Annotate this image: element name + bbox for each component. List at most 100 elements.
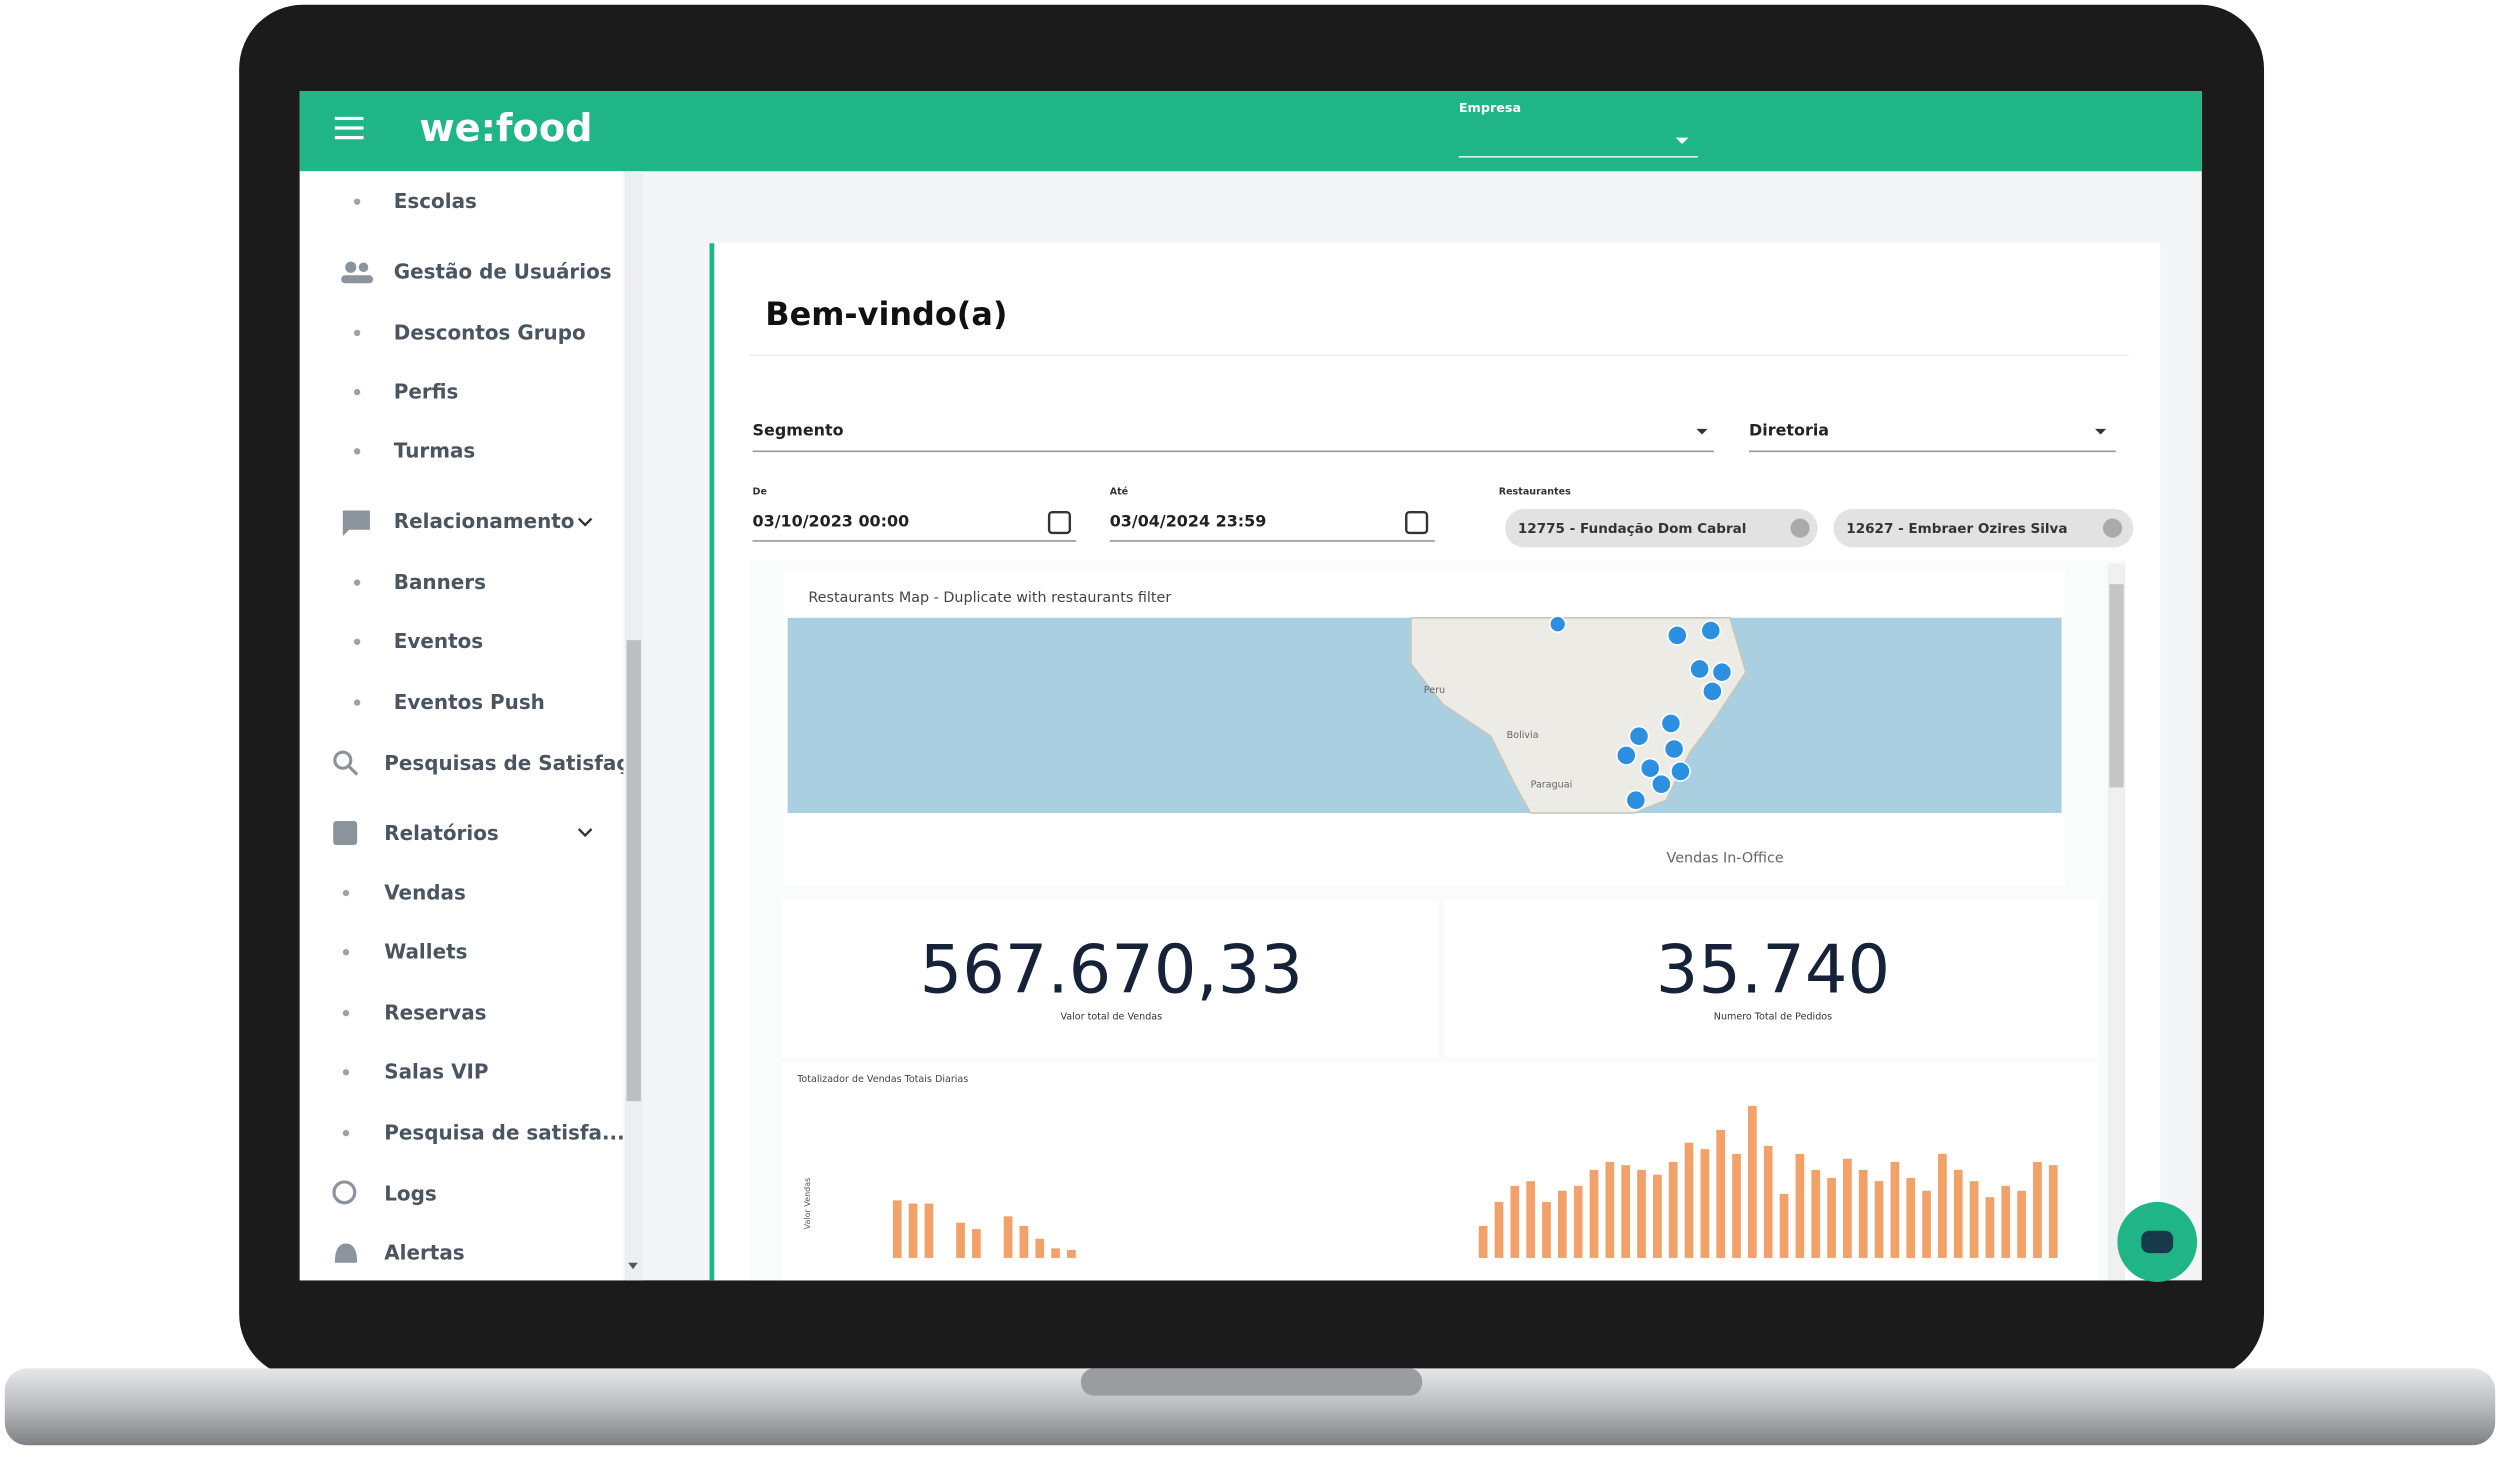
map-title: Restaurants Map - Duplicate with restaur… bbox=[808, 590, 1171, 606]
bar bbox=[956, 1222, 965, 1258]
menu-item[interactable]: Pesquisa de satisfa... bbox=[384, 1120, 624, 1144]
kpi-card bbox=[1444, 899, 2099, 1057]
menu-item[interactable]: Descontos Grupo bbox=[394, 320, 586, 344]
bar bbox=[1573, 1185, 1583, 1258]
logo: we:food bbox=[419, 106, 592, 151]
menu-item[interactable]: Turmas bbox=[394, 439, 475, 463]
menu-item[interactable]: Reservas bbox=[384, 1000, 486, 1024]
bars bbox=[892, 1105, 2058, 1258]
bar bbox=[924, 1203, 934, 1258]
menu-item[interactable]: Banners bbox=[394, 570, 486, 594]
top-bar bbox=[299, 91, 2202, 172]
bar bbox=[1557, 1190, 1567, 1258]
bar bbox=[1003, 1216, 1013, 1258]
menu-item[interactable]: Eventos Push bbox=[394, 690, 545, 714]
bar bbox=[2048, 1165, 2058, 1258]
bar bbox=[1067, 1249, 1076, 1258]
chart-title: Totalizador de Vendas Totais Diarias bbox=[796, 1074, 968, 1085]
bar bbox=[1621, 1165, 1631, 1258]
chip-text: 12775 - Fundação Dom Cabral bbox=[1518, 521, 1747, 537]
kpi-value: 567.670,33 bbox=[920, 930, 1303, 1008]
calendar-icon[interactable] bbox=[1405, 510, 1429, 535]
menu-button[interactable] bbox=[334, 116, 364, 140]
bar bbox=[1969, 1181, 1979, 1258]
menu-item[interactable]: Perfis bbox=[394, 379, 459, 403]
bar bbox=[2017, 1190, 2026, 1258]
bar bbox=[1494, 1201, 1504, 1258]
map-pins[interactable] bbox=[1548, 615, 1733, 811]
bar bbox=[2033, 1161, 2042, 1258]
bar bbox=[1051, 1248, 1060, 1258]
bar bbox=[1605, 1161, 1615, 1258]
menu-item[interactable]: Gestão de Usuários bbox=[394, 259, 612, 283]
chip[interactable] bbox=[1505, 508, 1818, 548]
bar bbox=[1858, 1169, 1868, 1258]
bar bbox=[1478, 1225, 1488, 1258]
kpi-label: Numero Total de Pedidos bbox=[1714, 1011, 1832, 1022]
bar bbox=[1811, 1169, 1821, 1258]
calendar-icon[interactable] bbox=[1047, 510, 1072, 535]
sidebar-scroll-thumb[interactable] bbox=[626, 640, 641, 1102]
bar bbox=[1668, 1161, 1678, 1258]
menu-item[interactable]: Salas VIP bbox=[384, 1060, 488, 1084]
segment-select[interactable]: Segmento bbox=[753, 420, 844, 439]
bar bbox=[1827, 1177, 1836, 1258]
bar bbox=[1985, 1197, 1995, 1258]
laptop-base bbox=[4, 1368, 2496, 1446]
bar bbox=[2001, 1185, 2011, 1258]
board-select[interactable]: Diretoria bbox=[1749, 420, 1829, 439]
menu-item[interactable]: Pesquisas de Satisfação bbox=[384, 751, 655, 775]
menu-item[interactable]: Logs bbox=[384, 1181, 436, 1205]
bar bbox=[972, 1229, 981, 1258]
page-title: Bem-vindo(a) bbox=[765, 295, 1007, 333]
menu-item[interactable]: Escolas bbox=[394, 189, 477, 213]
bar bbox=[1953, 1169, 1963, 1258]
card-accent bbox=[709, 243, 715, 1281]
map-label: Paraguai bbox=[1531, 779, 1573, 790]
bar bbox=[1779, 1193, 1789, 1258]
y-axis-label: Valor Vendas bbox=[803, 1178, 812, 1230]
bar bbox=[1510, 1185, 1520, 1258]
bar bbox=[1748, 1105, 1757, 1258]
bar bbox=[908, 1203, 918, 1258]
bar bbox=[1652, 1174, 1662, 1258]
sidebar bbox=[299, 171, 624, 1281]
chat-icon bbox=[2141, 1230, 2174, 1254]
bar bbox=[1035, 1238, 1045, 1258]
caret bbox=[1675, 137, 1689, 145]
map-label: Bolivia bbox=[1507, 730, 1539, 741]
bar bbox=[892, 1200, 902, 1258]
bar bbox=[1890, 1161, 1900, 1258]
menu-item[interactable]: Alertas bbox=[384, 1241, 464, 1265]
menu-item[interactable]: Vendas bbox=[384, 880, 466, 904]
bar bbox=[1637, 1169, 1646, 1258]
chip[interactable] bbox=[1833, 508, 2134, 548]
kpi-card bbox=[781, 899, 1439, 1057]
to-date[interactable]: 03/04/2024 23:59 bbox=[1110, 512, 1267, 531]
bar bbox=[1938, 1153, 1947, 1258]
menu-item[interactable]: Relacionamento bbox=[394, 509, 575, 533]
from-date[interactable]: 03/10/2023 00:00 bbox=[753, 512, 910, 531]
bar bbox=[1716, 1129, 1726, 1258]
restaurants-label: Restaurantes bbox=[1499, 487, 1571, 498]
bar bbox=[1763, 1145, 1773, 1258]
bar bbox=[1843, 1158, 1852, 1258]
bar bbox=[1795, 1153, 1805, 1258]
panel-scroll-thumb[interactable] bbox=[2109, 584, 2124, 788]
chip-remove[interactable] bbox=[1790, 518, 1810, 538]
to-label: Até bbox=[1110, 487, 1129, 498]
menu-item[interactable]: Relatórios bbox=[384, 821, 499, 845]
menu-item[interactable]: Wallets bbox=[384, 940, 467, 964]
bar bbox=[1589, 1169, 1599, 1258]
bar bbox=[1922, 1190, 1931, 1258]
chip-text: 12627 - Embraer Ozires Silva bbox=[1846, 521, 2067, 537]
scroll-arrow bbox=[628, 1262, 638, 1270]
chip-remove[interactable] bbox=[2102, 518, 2123, 538]
bar bbox=[1700, 1149, 1710, 1258]
kpi-label: Valor total de Vendas bbox=[1060, 1011, 1162, 1022]
map-footer: Vendas In-Office bbox=[1667, 851, 1784, 867]
menu-item[interactable]: Eventos bbox=[394, 629, 483, 653]
bar bbox=[1526, 1181, 1536, 1258]
map-label: Peru bbox=[1424, 685, 1445, 696]
